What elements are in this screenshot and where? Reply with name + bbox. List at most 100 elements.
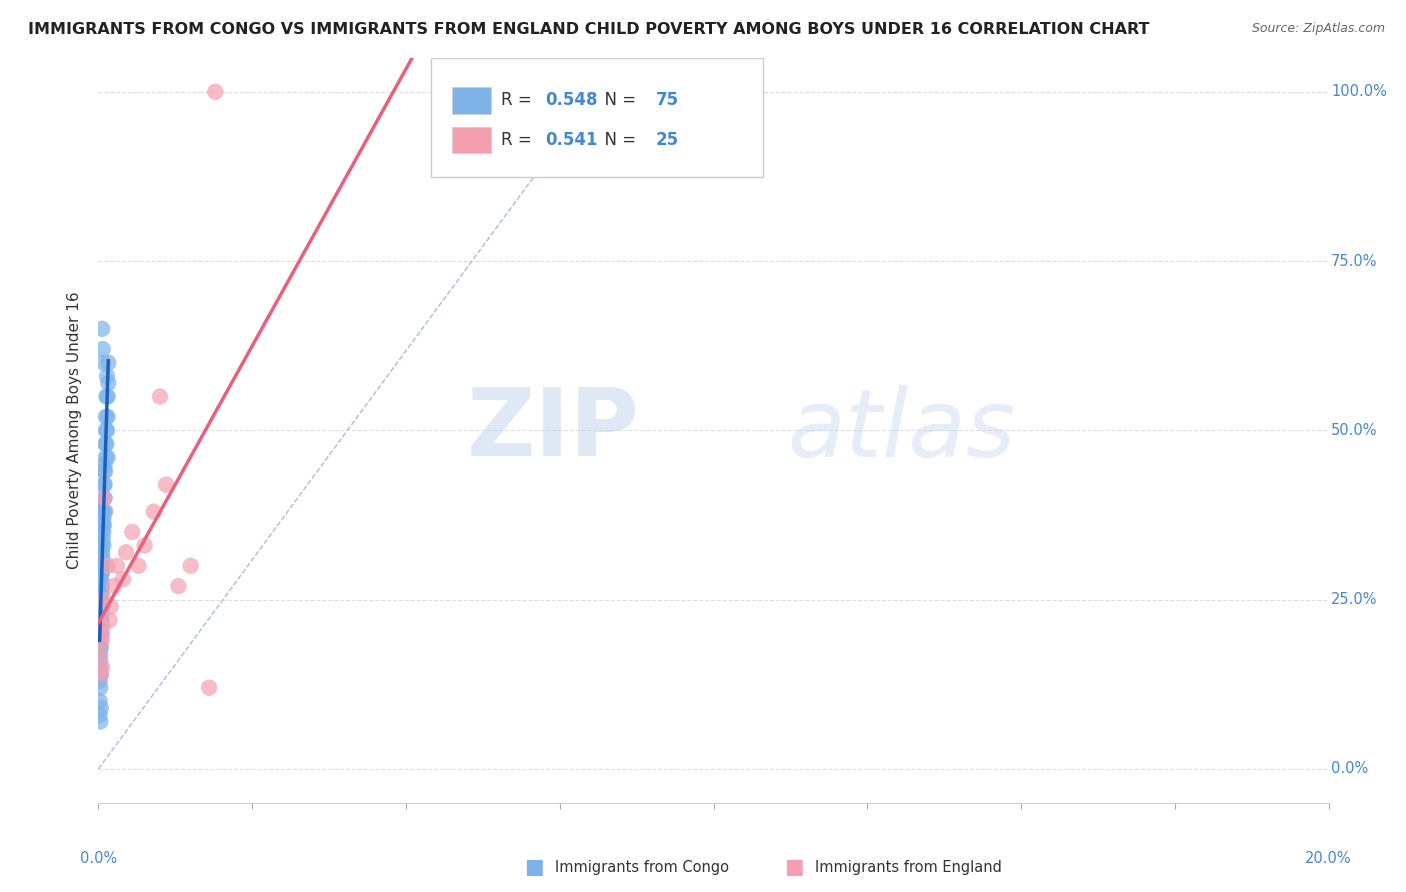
Text: N =: N = xyxy=(595,131,641,149)
Point xyxy=(93,592,115,607)
Point xyxy=(97,356,120,370)
Point xyxy=(90,701,112,715)
Point xyxy=(94,505,117,519)
Point xyxy=(112,573,135,587)
Point xyxy=(90,579,112,593)
Point xyxy=(93,491,115,505)
Point xyxy=(93,505,115,519)
Point xyxy=(93,539,115,553)
Point xyxy=(97,390,120,404)
Point xyxy=(89,647,111,661)
Point xyxy=(93,477,115,491)
Point xyxy=(89,558,111,573)
Point xyxy=(93,477,115,491)
Point xyxy=(89,586,111,600)
Point xyxy=(97,409,120,424)
Point xyxy=(90,586,112,600)
Text: atlas: atlas xyxy=(787,384,1015,476)
Point xyxy=(90,579,112,593)
Point xyxy=(105,558,128,573)
Point xyxy=(93,491,115,505)
Text: ■: ■ xyxy=(785,857,804,877)
Point xyxy=(89,573,111,587)
Point xyxy=(91,552,114,566)
Point xyxy=(89,714,111,729)
Point xyxy=(90,524,112,539)
Point xyxy=(90,613,112,627)
Point xyxy=(142,505,165,519)
Point xyxy=(89,647,111,661)
Point xyxy=(91,660,114,674)
Text: 25: 25 xyxy=(655,131,679,149)
Text: R =: R = xyxy=(501,131,537,149)
Point xyxy=(96,390,118,404)
Point xyxy=(155,477,177,491)
Point xyxy=(89,633,111,648)
Point xyxy=(89,613,111,627)
Point xyxy=(90,592,112,607)
Point xyxy=(89,545,111,559)
Text: 75.0%: 75.0% xyxy=(1331,253,1378,268)
Text: ZIP: ZIP xyxy=(467,384,640,476)
Point xyxy=(90,626,112,640)
Text: Immigrants from Congo: Immigrants from Congo xyxy=(555,860,730,874)
Point xyxy=(103,579,125,593)
Text: R =: R = xyxy=(501,92,537,110)
Point xyxy=(127,558,149,573)
Point xyxy=(91,545,114,559)
Point xyxy=(115,545,138,559)
Point xyxy=(134,539,156,553)
Point xyxy=(121,524,143,539)
Point xyxy=(89,640,111,654)
FancyBboxPatch shape xyxy=(430,58,763,178)
Point xyxy=(90,573,112,587)
Point xyxy=(94,437,117,451)
Point xyxy=(89,599,111,614)
Text: ■: ■ xyxy=(524,857,544,877)
Point xyxy=(90,505,112,519)
Point xyxy=(97,558,120,573)
Point xyxy=(93,511,115,525)
Point xyxy=(96,437,118,451)
Text: Immigrants from England: Immigrants from England xyxy=(815,860,1002,874)
Point xyxy=(204,85,226,99)
FancyBboxPatch shape xyxy=(451,87,491,114)
Point xyxy=(198,681,221,695)
Text: Source: ZipAtlas.com: Source: ZipAtlas.com xyxy=(1251,22,1385,36)
Point xyxy=(89,654,111,668)
Y-axis label: Child Poverty Among Boys Under 16: Child Poverty Among Boys Under 16 xyxy=(67,292,83,569)
Point xyxy=(94,424,117,438)
Point xyxy=(90,566,112,580)
Point xyxy=(91,539,114,553)
FancyBboxPatch shape xyxy=(451,127,491,153)
Point xyxy=(93,356,115,370)
Point xyxy=(90,613,112,627)
Point xyxy=(96,424,118,438)
Point xyxy=(100,599,122,614)
Point xyxy=(90,558,112,573)
Text: N =: N = xyxy=(595,92,641,110)
Point xyxy=(93,457,115,471)
Point xyxy=(89,660,111,674)
Point xyxy=(149,390,172,404)
Text: 50.0%: 50.0% xyxy=(1331,423,1378,438)
Point xyxy=(93,464,115,478)
Point xyxy=(89,606,111,620)
Point xyxy=(91,322,114,336)
Point xyxy=(89,681,111,695)
Point xyxy=(91,558,114,573)
Point xyxy=(98,613,121,627)
Point xyxy=(91,505,114,519)
Point xyxy=(94,464,117,478)
Point xyxy=(93,518,115,533)
Point xyxy=(91,620,114,634)
Point xyxy=(91,532,114,546)
Point xyxy=(91,342,114,356)
Point xyxy=(90,667,112,681)
Point xyxy=(93,524,115,539)
Text: 0.541: 0.541 xyxy=(546,131,598,149)
Point xyxy=(89,707,111,722)
Point xyxy=(90,606,112,620)
Text: 0.548: 0.548 xyxy=(546,92,598,110)
Point xyxy=(89,694,111,708)
